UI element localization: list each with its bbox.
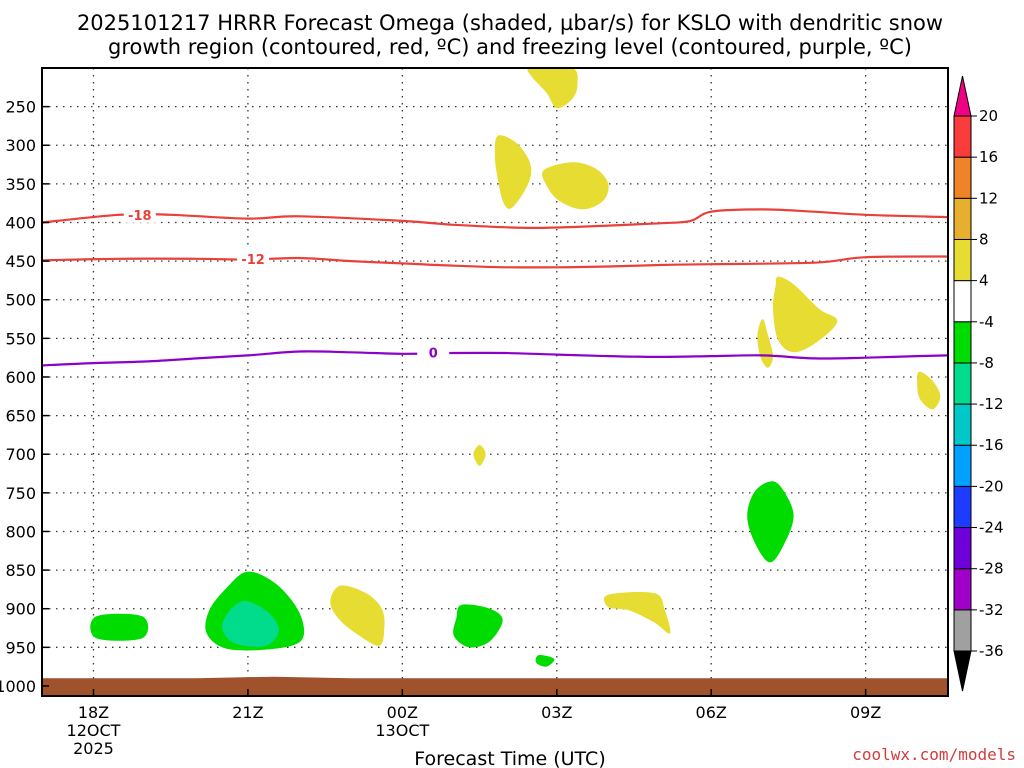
- x-tick-label: 00Z: [387, 703, 418, 722]
- colorbar-label: 16: [979, 148, 998, 166]
- x-tick-label: 21Z: [232, 703, 263, 722]
- grid-lines: [42, 68, 948, 696]
- omega-region: [917, 371, 941, 410]
- chart-title-line-1: 2025101217 HRRR Forecast Omega (shaded, …: [77, 11, 943, 35]
- y-tick-label: 1000: [0, 677, 36, 696]
- colorbar-bottom-arrow: [953, 650, 972, 692]
- colorbar-segment: [953, 609, 972, 652]
- x-tick-label: 18Z: [78, 703, 109, 722]
- x-tick-label: 03Z: [541, 703, 572, 722]
- omega-region: [535, 654, 555, 667]
- y-tick-label: 750: [5, 484, 36, 503]
- colorbar-segment: [953, 280, 972, 323]
- colorbar-label: 12: [979, 189, 998, 207]
- contour-label: -12: [241, 253, 265, 268]
- y-tick-label: 900: [5, 600, 36, 619]
- colorbar-segment: [953, 485, 972, 529]
- plot-area: -18 -12 0 250 300 350 400 450 500 550 600 650 700 750…: [0, 67, 949, 758]
- x-tick-year: 2025: [73, 739, 114, 758]
- colorbar-segment: [953, 403, 972, 446]
- omega-region: [757, 319, 773, 368]
- colorbar-segment: [953, 156, 972, 199]
- y-tick-label: 650: [5, 407, 36, 426]
- omega-region: [603, 592, 671, 634]
- omega-region: [772, 276, 838, 353]
- colorbar-segment: [953, 444, 972, 487]
- plot-frame: [41, 67, 949, 697]
- y-tick-label: 500: [5, 291, 36, 310]
- contour-label: -18: [128, 209, 152, 224]
- y-tick-label: 600: [5, 368, 36, 387]
- omega-region: [473, 445, 486, 466]
- colorbar-label: -32: [979, 601, 1004, 619]
- y-tick-label: 450: [5, 252, 36, 271]
- chart-title-line-2: growth region (contoured, red, ºC) and f…: [108, 35, 912, 59]
- omega-region: [222, 600, 279, 647]
- contour-label-bg: [237, 249, 270, 267]
- colorbar-top-arrow: [953, 75, 972, 117]
- colorbar-label: -8: [979, 354, 994, 372]
- colorbar-segment: [953, 568, 972, 611]
- y-tick-label: 350: [5, 175, 36, 194]
- colorbar-segment: [953, 362, 972, 405]
- x-tick-date: 13OCT: [375, 721, 429, 740]
- y-tick-label: 300: [5, 136, 36, 155]
- colorbar-label: 20: [979, 107, 998, 125]
- colorbar-segment: [953, 321, 972, 364]
- colorbar-segment: [953, 115, 972, 158]
- colorbar-segment: [953, 238, 972, 282]
- y-tick-label: 850: [5, 561, 36, 580]
- omega-region: [494, 135, 532, 209]
- omega-region: [747, 481, 794, 563]
- colorbar-label: 4: [979, 272, 989, 290]
- omega-region: [453, 604, 503, 648]
- colorbar-label: -16: [979, 436, 1004, 454]
- colorbar: -36 -32 -28 -24 -20 -16 -12 -8 -4 4 8 12 16 20: [953, 75, 1004, 692]
- x-tick-date: 12OCT: [67, 721, 121, 740]
- colorbar-label: -28: [979, 560, 1004, 578]
- y-tick-label: 950: [5, 638, 36, 657]
- omega-region: [542, 162, 609, 210]
- credit-text: coolwx.com/models: [852, 745, 1016, 764]
- contour-label-bg: [417, 343, 450, 361]
- colorbar-label: 8: [979, 230, 989, 248]
- omega-shading: [90, 68, 941, 667]
- y-tick-label: 800: [5, 522, 36, 541]
- colorbar-label: -24: [979, 519, 1004, 537]
- x-axis-label: Forecast Time (UTC): [414, 748, 605, 768]
- temperature-contours: -18 -12 0: [42, 205, 948, 367]
- y-tick-label: 400: [5, 213, 36, 232]
- y-tick-label: 700: [5, 445, 36, 464]
- contour-line: [42, 350, 948, 367]
- omega-region: [90, 613, 149, 641]
- contour-line: [42, 255, 948, 269]
- x-tick-label: 09Z: [850, 703, 881, 722]
- colorbar-label: -20: [979, 477, 1004, 495]
- colorbar-label: -4: [979, 313, 994, 331]
- x-tick-label: 06Z: [696, 703, 727, 722]
- colorbar-label: -36: [979, 642, 1004, 660]
- colorbar-segment: [953, 197, 972, 240]
- omega-region: [527, 68, 578, 109]
- omega-region: [330, 585, 385, 646]
- surface-terrain: [42, 676, 948, 696]
- contour-label: 0: [429, 346, 438, 361]
- y-tick-label: 250: [5, 98, 36, 117]
- y-tick-label: 550: [5, 329, 36, 348]
- contour-label-bg: [123, 205, 156, 223]
- colorbar-segment: [953, 527, 972, 570]
- contour-line: [42, 208, 948, 230]
- colorbar-label: -12: [979, 395, 1004, 413]
